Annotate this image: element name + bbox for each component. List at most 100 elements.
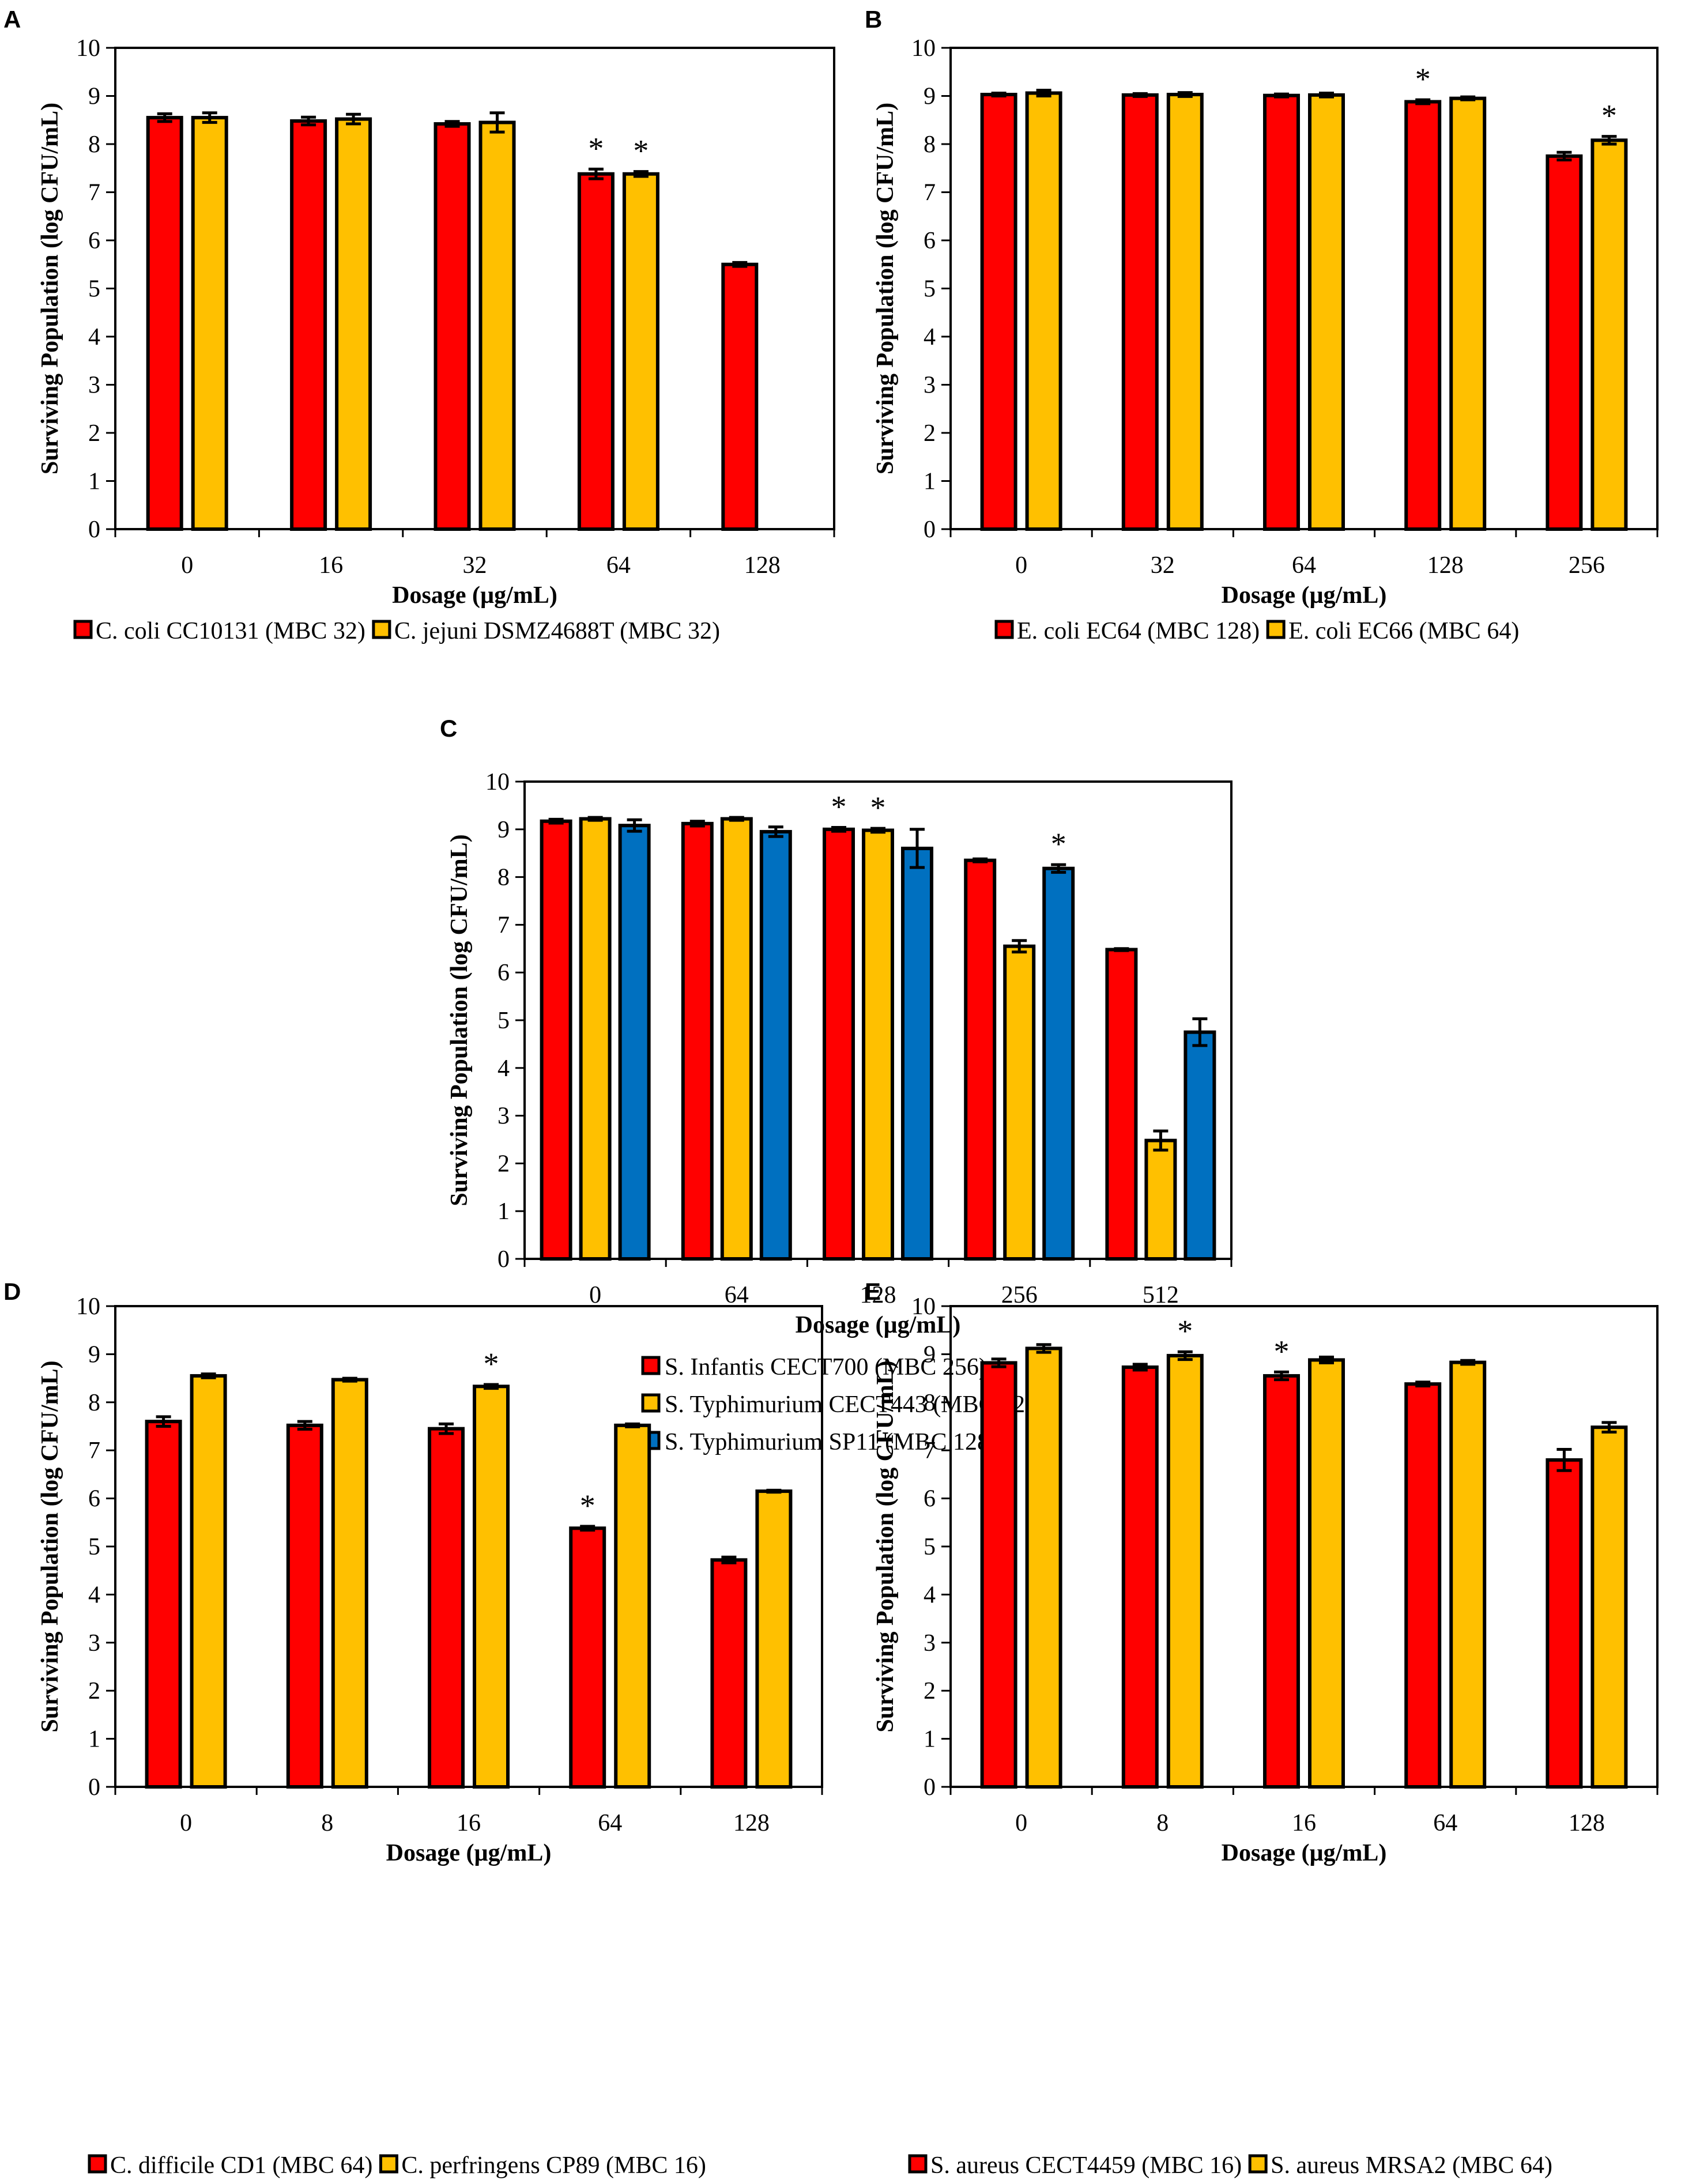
y-tick-label: 4 xyxy=(497,1055,510,1082)
legend-swatch xyxy=(908,2154,928,2174)
x-tick-label: 0 xyxy=(589,1282,601,1308)
x-tick-label: 16 xyxy=(319,552,343,579)
y-tick-label: 7 xyxy=(497,912,510,938)
x-tick-label: 32 xyxy=(463,552,487,579)
bar xyxy=(1184,1030,1216,1261)
x-axis-title: Dosage (µg/mL) xyxy=(386,1840,552,1866)
y-tick-label: 3 xyxy=(88,1630,100,1657)
x-tick-label: 128 xyxy=(1569,1810,1605,1836)
x-tick-label: 128 xyxy=(744,552,781,579)
legend-label: C. coli CC10131 (MBC 32) xyxy=(96,618,365,644)
bar xyxy=(1263,1374,1300,1789)
y-tick-label: 8 xyxy=(497,865,510,891)
legend-swatch xyxy=(372,620,391,639)
bar xyxy=(720,817,753,1261)
y-tick-label: 6 xyxy=(924,228,936,254)
y-tick-label: 5 xyxy=(88,276,100,303)
bar xyxy=(980,92,1017,531)
legend-label: S. Infantis CECT700 (MBC 256) xyxy=(665,1354,987,1380)
x-tick-label: 128 xyxy=(733,1810,770,1836)
x-tick-label: 64 xyxy=(606,552,631,579)
bar xyxy=(710,1558,748,1789)
x-tick-label: 256 xyxy=(1001,1282,1038,1308)
y-tick-label: 9 xyxy=(88,84,100,110)
x-tick-label: 256 xyxy=(1569,552,1605,579)
bar xyxy=(823,827,855,1261)
x-axis-title: Dosage (µg/mL) xyxy=(796,1312,961,1338)
y-axis-title: Surviving Population (log CFU/mL) xyxy=(446,834,473,1206)
y-tick-label: 7 xyxy=(924,180,936,206)
bar xyxy=(569,1526,606,1789)
y-tick-label: 0 xyxy=(88,1774,100,1801)
significance-marker: * xyxy=(588,131,604,165)
y-tick-label: 0 xyxy=(497,1246,510,1273)
bar xyxy=(191,116,228,531)
bar xyxy=(1449,1360,1487,1789)
legend-label: C. perfringens CP89 (MBC 16) xyxy=(401,2152,706,2179)
y-tick-label: 7 xyxy=(924,1438,936,1464)
y-tick-label: 1 xyxy=(88,469,100,495)
x-tick-label: 64 xyxy=(598,1810,622,1836)
bar xyxy=(1590,1425,1628,1789)
y-axis-title: Surviving Population (log CFU/mL) xyxy=(37,103,63,474)
y-tick-label: 1 xyxy=(924,1726,936,1753)
y-tick-label: 6 xyxy=(924,1486,936,1512)
bar xyxy=(681,821,714,1261)
bar xyxy=(1546,154,1583,531)
y-tick-label: 5 xyxy=(924,1534,936,1560)
y-tick-label: 0 xyxy=(924,516,936,543)
significance-marker: * xyxy=(831,789,847,824)
significance-marker: * xyxy=(1274,1334,1290,1368)
legend-label: E. coli EC64 (MBC 128) xyxy=(1017,618,1260,644)
y-tick-label: 9 xyxy=(924,1341,936,1368)
y-tick-label: 10 xyxy=(911,1293,936,1320)
bar xyxy=(1590,138,1628,531)
y-tick-label: 3 xyxy=(88,372,100,399)
legend-swatch xyxy=(994,620,1014,639)
chart-panel-a: A 0 1 2 3 4 5 6 7 8 9 10 0 16 32 64 * * 128 Dosage (µg/mL) S… xyxy=(3,6,835,644)
bar xyxy=(1449,96,1487,531)
significance-marker: * xyxy=(1177,1314,1193,1348)
y-tick-label: 4 xyxy=(924,324,936,350)
x-tick-label: 16 xyxy=(457,1810,481,1836)
legend-swatch xyxy=(1266,620,1286,639)
chart-panel-c: C 0 1 2 3 4 5 6 7 8 9 10 0 64 128 * * 256 * 512 Dosage (µg/m… xyxy=(440,715,1233,1455)
legend: E. coli EC64 (MBC 128) E. coli EC66 (MBC … xyxy=(994,618,1519,644)
x-axis-title: Dosage (µg/mL) xyxy=(392,582,557,609)
bar xyxy=(755,1489,793,1789)
bar xyxy=(1546,1458,1583,1789)
y-tick-label: 4 xyxy=(88,1582,100,1608)
bar xyxy=(1404,100,1442,531)
y-tick-label: 10 xyxy=(485,769,510,795)
bar xyxy=(862,828,894,1261)
y-tick-label: 6 xyxy=(88,1486,100,1512)
bar xyxy=(1003,944,1036,1261)
bar xyxy=(1121,1365,1159,1789)
x-tick-label: 64 xyxy=(1433,1810,1457,1836)
bar xyxy=(622,172,659,531)
legend-swatch xyxy=(73,620,93,639)
significance-marker: * xyxy=(484,1346,499,1381)
bar xyxy=(901,846,933,1261)
bar xyxy=(614,1423,651,1789)
y-tick-label: 0 xyxy=(924,1774,936,1801)
panel-letter: E xyxy=(865,1278,881,1305)
y-tick-label: 5 xyxy=(924,276,936,303)
bar xyxy=(335,117,372,531)
significance-marker: * xyxy=(1415,62,1431,96)
bar xyxy=(579,817,612,1261)
bar xyxy=(1025,91,1062,531)
y-tick-label: 8 xyxy=(924,1390,936,1416)
chart-panel-e: E 0 1 2 3 4 5 6 7 8 9 10 0 8 * 16 * 64 128 Dosage (µg/mL) Su… xyxy=(865,1278,1659,2179)
bar xyxy=(286,1423,323,1789)
bar xyxy=(1105,948,1138,1261)
y-tick-label: 9 xyxy=(497,817,510,843)
significance-marker: * xyxy=(1051,827,1066,861)
y-tick-label: 1 xyxy=(88,1726,100,1753)
y-tick-label: 3 xyxy=(924,372,936,399)
legend-swatch xyxy=(1248,2154,1268,2174)
y-tick-label: 9 xyxy=(88,1341,100,1368)
bar xyxy=(721,262,759,531)
bar xyxy=(1166,1353,1204,1789)
